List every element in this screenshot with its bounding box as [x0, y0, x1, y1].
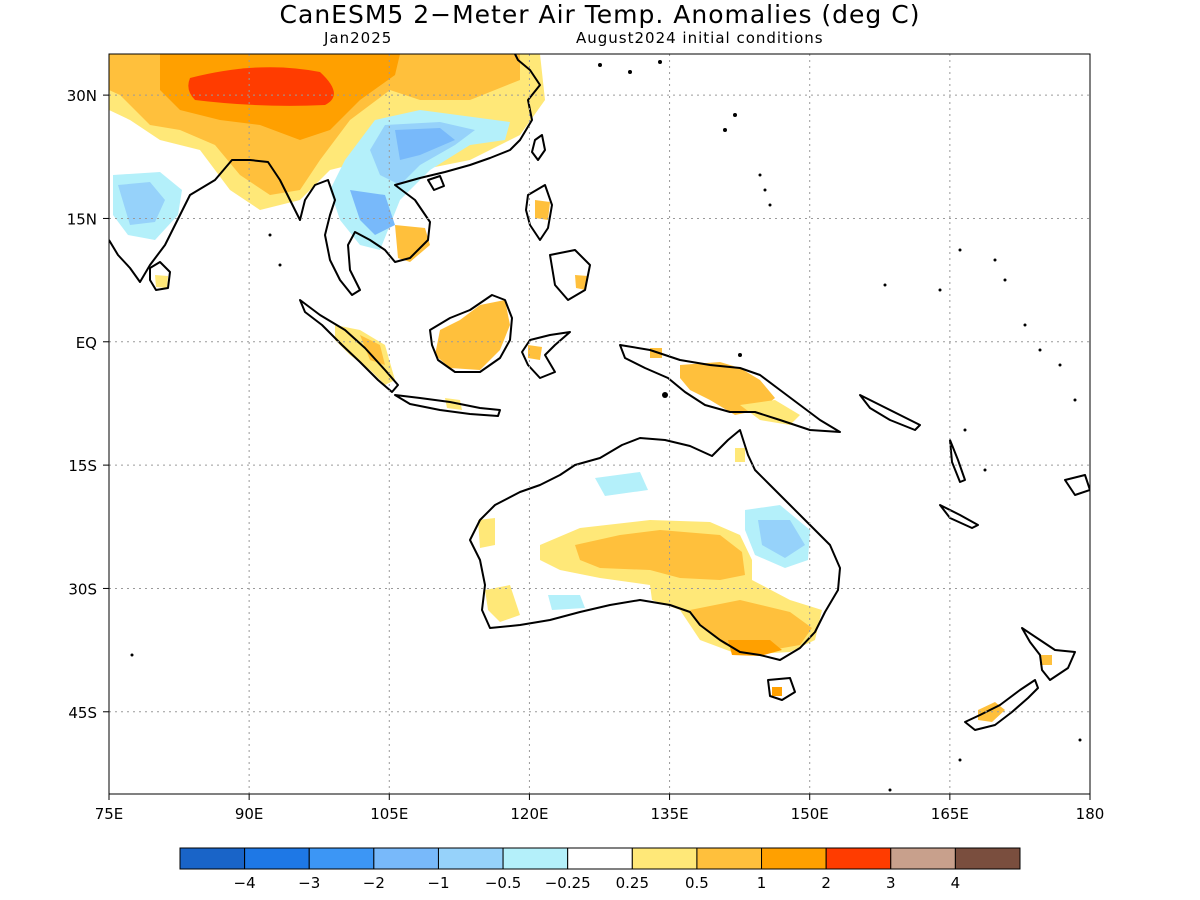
- map-title: CanESM5 2−Meter Air Temp. Anomalies (deg…: [279, 0, 921, 29]
- colorbar-label: 1: [757, 874, 767, 892]
- borneo-coastline: [429, 294, 513, 373]
- colorbar-label: 0.25: [616, 874, 649, 892]
- gridlines: [109, 54, 1090, 794]
- colorbar-label: −3: [298, 874, 320, 892]
- lon-tick-label: 180: [1076, 805, 1105, 823]
- colorbar-swatch: [437, 847, 504, 870]
- colorbar-label: −0.5: [485, 874, 521, 892]
- asia-coastline: [109, 54, 541, 296]
- australia-warm-spot: [735, 448, 745, 462]
- colorbar-label: 2: [821, 874, 831, 892]
- lon-tick-label: 105E: [370, 805, 408, 823]
- new-caledonia-coastline: [939, 504, 979, 529]
- sri-lanka-warm: [155, 275, 168, 288]
- colorbar-swatch: [954, 847, 1021, 870]
- solomon-coastline: [859, 394, 921, 431]
- lon-tick-label: 165E: [931, 805, 969, 823]
- map-canvas: [109, 54, 1090, 794]
- india-cool-mid: [118, 182, 165, 225]
- south-china-cool-strong: [395, 128, 455, 160]
- lon-tick-label: 150E: [791, 805, 829, 823]
- srilanka-coastline: [149, 261, 171, 291]
- java-coastline: [394, 394, 501, 417]
- wa-coast-warm: [485, 585, 520, 622]
- lat-tick-label: 45S: [68, 704, 97, 722]
- se-australia-warm: [690, 600, 812, 652]
- colorbar-label: 4: [951, 874, 961, 892]
- philippines-warm: [535, 200, 550, 220]
- colorbar-label: −1: [427, 874, 449, 892]
- lat-tick-label: 30N: [67, 87, 97, 105]
- lon-tick-label: 120E: [510, 805, 548, 823]
- sumatra-coastline: [299, 299, 399, 393]
- initial-conditions: August2024 initial conditions: [576, 29, 824, 47]
- wa-warm: [478, 518, 495, 548]
- lon-tick-label: 75E: [95, 805, 124, 823]
- nz-south-coastline: [964, 679, 1039, 731]
- sumatra-warm: [335, 325, 395, 385]
- borneo-warm: [435, 300, 510, 370]
- colorbar-swatch: [244, 847, 310, 870]
- anomaly-shading: [109, 54, 1052, 722]
- colorbar-swatch: [567, 847, 633, 870]
- sulawesi-coastline: [521, 331, 571, 379]
- colorbar-label: −4: [234, 874, 256, 892]
- vietnam-warm: [395, 225, 430, 262]
- colorbar-label: 3: [886, 874, 896, 892]
- sumatra-warm-2: [360, 335, 385, 365]
- colorbar-swatch: [373, 847, 439, 870]
- hainan-coastline: [427, 175, 445, 191]
- colorbar-swatch: [890, 847, 956, 870]
- lat-tick-label: EQ: [76, 334, 97, 352]
- colorbar-swatch: [761, 847, 827, 870]
- colorbar-swatch: [179, 847, 246, 870]
- new-guinea-coastline: [619, 344, 841, 433]
- sulawesi-warm: [528, 345, 542, 360]
- lat-tick-label: 30S: [68, 580, 97, 598]
- colorbar-label: −0.25: [545, 874, 591, 892]
- colorbar-swatch: [696, 847, 763, 870]
- luzon-coastline: [525, 184, 553, 241]
- mindanao-coastline: [549, 249, 591, 301]
- fiji-coastline: [1064, 474, 1090, 496]
- tasmania-warm: [772, 687, 782, 696]
- forecast-month: Jan2025: [324, 29, 393, 47]
- australia-coastline: [469, 429, 841, 661]
- new-guinea-warm: [680, 362, 775, 415]
- colorbar-swatch: [631, 847, 698, 870]
- colorbar-swatch: [308, 847, 375, 870]
- lat-tick-label: 15N: [67, 210, 97, 228]
- lat-axis: 30N 15N EQ 15S 30S 45S: [67, 87, 109, 722]
- vanuatu-coastline: [949, 439, 966, 483]
- indochina-cool-strong: [350, 190, 395, 235]
- nz-north-coastline: [1021, 627, 1076, 681]
- island-dots: [130, 60, 1082, 792]
- new-zealand-warm-2: [1040, 655, 1052, 665]
- tibet-warm-core: [188, 67, 334, 106]
- lon-axis: 75E 90E 105E 120E 135E 150E 165E 180: [95, 794, 1105, 823]
- colorbar-swatch: [502, 847, 569, 870]
- new-guinea-warm-light: [740, 400, 800, 425]
- central-australia-warm: [575, 530, 745, 580]
- ne-australia-cool-mid: [758, 520, 805, 558]
- nw-australia-cool: [595, 472, 648, 496]
- map-frame: [108, 53, 1091, 795]
- taiwan-coastline: [531, 134, 546, 161]
- colorbar-label: −2: [363, 874, 385, 892]
- lat-tick-label: 15S: [68, 457, 97, 475]
- colorbar: −4 −3 −2 −1 −0.5 −0.25 0.25 0.5 1 2 3 4: [179, 847, 1021, 892]
- lon-tick-label: 90E: [235, 805, 264, 823]
- coastlines: [109, 54, 1090, 731]
- south-australia-cool: [548, 595, 585, 610]
- tasmania-coastline: [767, 677, 796, 701]
- colorbar-swatch: [825, 847, 892, 870]
- lon-tick-label: 135E: [651, 805, 689, 823]
- colorbar-label: 0.5: [685, 874, 709, 892]
